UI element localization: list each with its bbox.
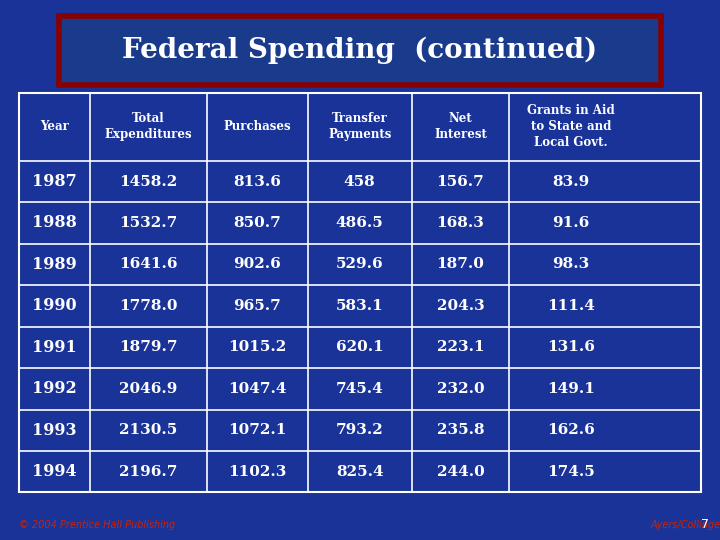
Text: 1994: 1994 (32, 463, 77, 480)
Text: 131.6: 131.6 (547, 340, 595, 354)
Text: Federal Spending  (continued): Federal Spending (continued) (122, 37, 598, 64)
Text: 91.6: 91.6 (552, 216, 590, 230)
Text: Total
Expenditures: Total Expenditures (104, 112, 192, 141)
Text: 793.2: 793.2 (336, 423, 384, 437)
Text: 1015.2: 1015.2 (228, 340, 287, 354)
Text: 2196.7: 2196.7 (119, 465, 177, 479)
Text: 1072.1: 1072.1 (228, 423, 287, 437)
Text: 583.1: 583.1 (336, 299, 384, 313)
FancyBboxPatch shape (59, 16, 661, 85)
Text: 486.5: 486.5 (336, 216, 384, 230)
Text: 1532.7: 1532.7 (119, 216, 177, 230)
Text: Purchases: Purchases (223, 120, 291, 133)
Text: 111.4: 111.4 (547, 299, 595, 313)
Text: 2130.5: 2130.5 (119, 423, 177, 437)
Text: Ayers/Collinge, 1/e: Ayers/Collinge, 1/e (650, 520, 720, 530)
Text: Year: Year (40, 120, 69, 133)
FancyBboxPatch shape (19, 93, 701, 492)
Text: 850.7: 850.7 (233, 216, 281, 230)
Text: 174.5: 174.5 (547, 465, 595, 479)
Text: 825.4: 825.4 (336, 465, 384, 479)
Text: 620.1: 620.1 (336, 340, 384, 354)
Text: 1989: 1989 (32, 256, 77, 273)
Text: 1458.2: 1458.2 (119, 174, 177, 188)
Text: 1988: 1988 (32, 214, 77, 232)
Text: 1778.0: 1778.0 (119, 299, 177, 313)
Text: 7: 7 (701, 518, 709, 531)
Text: 1641.6: 1641.6 (119, 258, 177, 272)
Text: 187.0: 187.0 (436, 258, 485, 272)
Text: 458: 458 (343, 174, 376, 188)
Text: 223.1: 223.1 (436, 340, 485, 354)
Text: 1992: 1992 (32, 380, 77, 397)
Text: 1102.3: 1102.3 (228, 465, 287, 479)
Text: 162.6: 162.6 (547, 423, 595, 437)
Text: 1991: 1991 (32, 339, 77, 356)
Text: 965.7: 965.7 (233, 299, 281, 313)
Text: 156.7: 156.7 (436, 174, 485, 188)
Text: 1990: 1990 (32, 298, 77, 314)
Text: 204.3: 204.3 (436, 299, 485, 313)
Text: 98.3: 98.3 (552, 258, 590, 272)
Text: 149.1: 149.1 (547, 382, 595, 396)
Text: 232.0: 232.0 (436, 382, 485, 396)
Text: 902.6: 902.6 (233, 258, 281, 272)
Text: 1879.7: 1879.7 (119, 340, 177, 354)
Text: 168.3: 168.3 (436, 216, 485, 230)
Text: Grants in Aid
to State and
Local Govt.: Grants in Aid to State and Local Govt. (527, 104, 615, 150)
Text: 235.8: 235.8 (436, 423, 485, 437)
Text: 83.9: 83.9 (552, 174, 590, 188)
Text: 1047.4: 1047.4 (228, 382, 287, 396)
Text: 813.6: 813.6 (233, 174, 281, 188)
Text: 244.0: 244.0 (436, 465, 485, 479)
Text: 745.4: 745.4 (336, 382, 384, 396)
Text: 1993: 1993 (32, 422, 77, 439)
Text: 529.6: 529.6 (336, 258, 384, 272)
Text: 1987: 1987 (32, 173, 77, 190)
Text: © 2004 Prentice Hall Publishing: © 2004 Prentice Hall Publishing (19, 520, 176, 530)
Text: 2046.9: 2046.9 (119, 382, 177, 396)
Text: Net
Interest: Net Interest (434, 112, 487, 141)
Text: Transfer
Payments: Transfer Payments (328, 112, 392, 141)
